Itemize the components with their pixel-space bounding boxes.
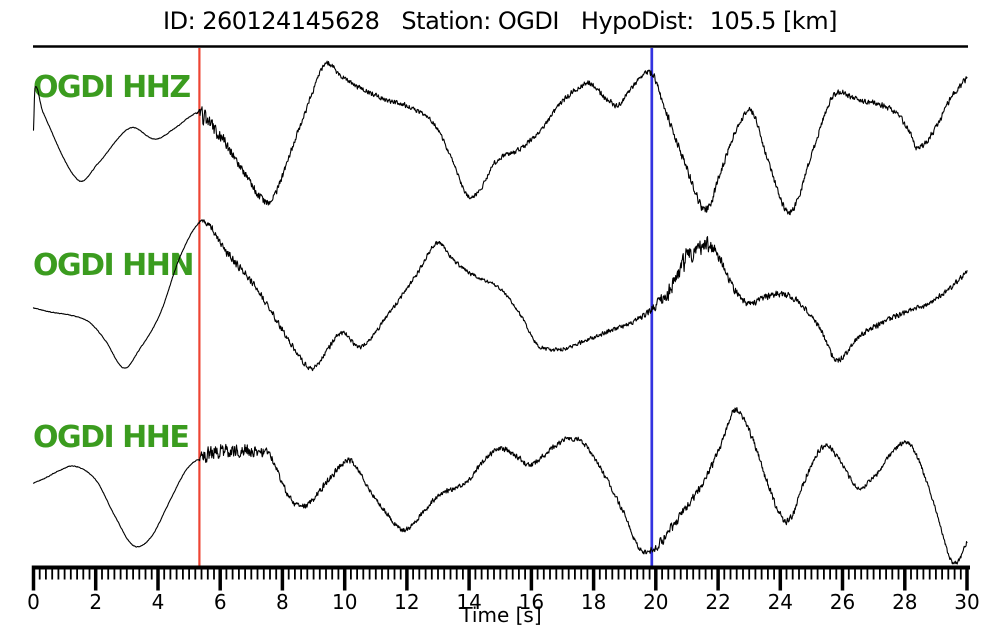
trace-label-hhn: OGDI HHN [33,248,193,283]
waveform-traces-group [32,60,968,565]
x-axis-tick-label: 10 [332,590,357,614]
event-id-value: 260124145628 [202,7,380,35]
waveform-trace-hhn[interactable] [32,219,968,372]
x-axis-tick-label: 30 [954,590,979,614]
hypodist-unit: [km] [782,7,838,35]
hypodist-value: 105.5 [709,7,777,35]
waveform-trace-hhe[interactable] [32,407,968,565]
x-axis-tick-label: 18 [581,590,606,614]
x-axis-tick-label: 2 [89,590,102,614]
header-title: ID: 260124145628 Station: OGDI HypoDist: 105.… [0,7,1000,35]
trace-label-hhz: OGDI HHZ [33,70,190,105]
hypodist-label: HypoDist: [580,7,694,35]
x-axis-tick-label: 22 [705,590,730,614]
x-axis-tick-label: 26 [830,590,855,614]
pick-lines-group [198,48,654,566]
x-axis-tick-label: 8 [276,590,289,614]
x-axis-title: Time [s] [459,603,541,627]
time-axis-ruler: 0 2 4 6 8 10 12 14 16 18 20 22 24 26 28 30 [27,565,980,614]
waveform-trace-hhz[interactable] [32,60,968,216]
x-axis-tick-label: 14 [456,590,481,614]
x-axis-tick-label: 28 [892,590,917,614]
station-label: Station: [401,7,491,35]
station-value: OGDI [497,7,560,35]
x-axis-tick-label: 4 [152,590,165,614]
x-axis-tick-label: 20 [643,590,668,614]
x-axis-tick-label: 24 [768,590,793,614]
event-id-label: ID: [163,7,196,35]
x-axis-tick-label: 6 [214,590,227,614]
x-axis-tick-label: 16 [519,590,544,614]
x-axis-tick-label: 12 [394,590,419,614]
trace-label-hhe: OGDI HHE [33,420,188,455]
x-axis-tick-label: 0 [27,590,40,614]
